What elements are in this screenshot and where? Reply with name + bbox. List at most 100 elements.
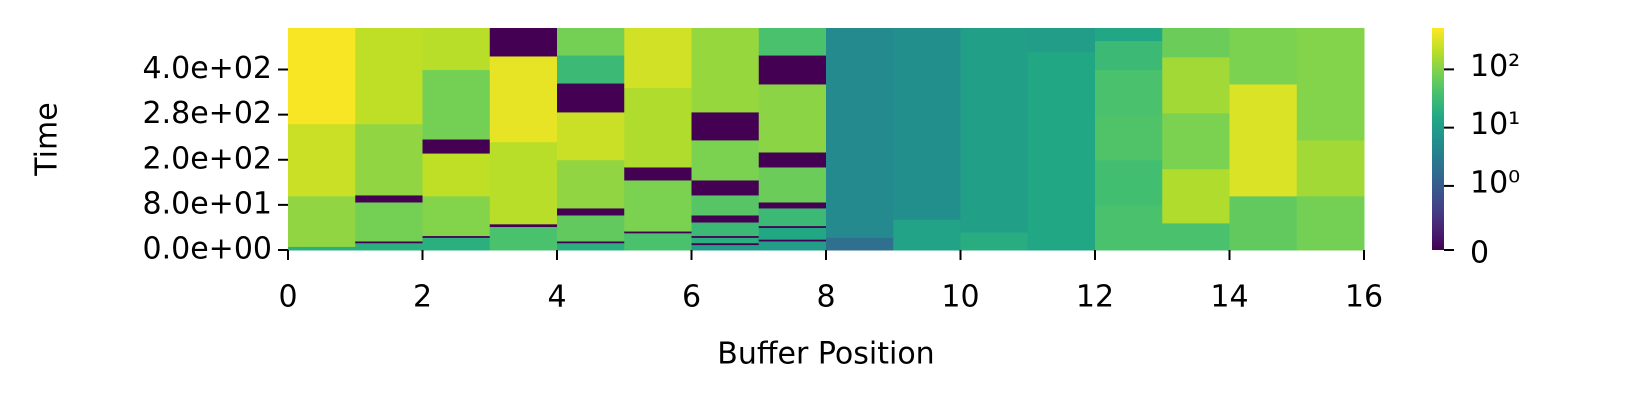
heatmap-cell (355, 28, 423, 125)
heatmap-cell (1229, 28, 1298, 85)
heatmap-cell (557, 83, 625, 113)
heatmap-cell (355, 194, 423, 203)
heatmap-cell (1095, 69, 1163, 116)
heatmap-cell (1095, 204, 1163, 251)
heatmap-cell (489, 226, 558, 251)
x-tick-label: 12 (1076, 280, 1114, 315)
heatmap-cell (758, 83, 827, 153)
heatmap-cell (1162, 168, 1230, 224)
heatmap-cell (557, 159, 625, 209)
x-tick-label: 16 (1345, 280, 1383, 315)
x-tick-label: 4 (547, 280, 566, 315)
y-axis-label: Time (30, 102, 65, 176)
heatmap-cell (624, 179, 692, 232)
x-tick-label: 2 (413, 280, 432, 315)
heatmap-cell (758, 240, 827, 251)
heatmap-cell (826, 28, 894, 238)
heatmap-cell (422, 69, 491, 140)
y-tick-label: 2.0e+02 (143, 141, 272, 176)
heatmap-cell (624, 166, 692, 181)
heatmap-cell (1027, 51, 1096, 251)
heatmap-cell (355, 123, 423, 196)
heatmap-cell (557, 111, 625, 161)
heatmap-cell (1162, 56, 1230, 114)
heatmap-cell (691, 214, 760, 223)
heatmap-cell (288, 246, 356, 251)
heatmap-cell (1296, 139, 1365, 197)
heatmap-cell (422, 195, 491, 237)
heatmap-cell (893, 219, 961, 251)
colorbar-tick-label: 10² (1470, 49, 1520, 84)
heatmap-cell (691, 139, 760, 181)
heatmap-cell (691, 242, 760, 246)
heatmap-cell (489, 55, 558, 143)
heatmap-cell (489, 223, 558, 228)
heatmap-cell (422, 153, 491, 197)
y-tick-label: 4.0e+02 (143, 51, 272, 86)
heatmap-cell (960, 28, 1029, 233)
heatmap-cell (489, 28, 558, 57)
x-tick-label: 6 (682, 280, 701, 315)
heatmap-cell (691, 111, 760, 141)
heatmap-cell (355, 242, 423, 251)
heatmap-cell (1095, 28, 1163, 42)
heatmap-cell (758, 225, 827, 228)
heatmap-cell (422, 139, 491, 154)
heatmap-cell (624, 87, 692, 168)
heatmap-cell (1095, 159, 1163, 206)
heatmap-cell (758, 207, 827, 227)
heatmap-cell (1095, 40, 1163, 71)
heatmap-cell (758, 166, 827, 203)
heatmap-cell (422, 237, 491, 251)
heatmap-cell (624, 231, 692, 234)
x-tick-label: 14 (1210, 280, 1248, 315)
heatmap-cell (691, 179, 760, 196)
heatmap-cell (1162, 28, 1230, 58)
heatmap-cell (758, 151, 827, 168)
heatmap-cell (624, 232, 692, 251)
heatmap-cell (960, 231, 1029, 251)
y-tick-label: 8.0e+01 (143, 186, 272, 221)
heatmap-cell (355, 201, 423, 242)
heatmap-cell (1162, 112, 1230, 170)
x-tick-label: 8 (816, 280, 835, 315)
heatmap-cell (691, 194, 760, 216)
heatmap-cell (691, 244, 760, 251)
heatmap-cell (288, 195, 356, 247)
colorbar-tick-label: 10⁰ (1470, 165, 1520, 200)
y-tick-label: 0.0e+00 (143, 232, 272, 267)
heatmap-cell (1296, 195, 1365, 251)
heatmap-cell (758, 227, 827, 240)
heatmap-cell (691, 222, 760, 237)
heatmap-cell (1229, 195, 1298, 251)
colorbar-tick-label: 0 (1470, 236, 1489, 271)
heatmap-cell (758, 201, 827, 209)
heatmap-cell (758, 55, 827, 85)
x-axis-label: Buffer Position (717, 337, 934, 372)
heatmap-cell (1162, 222, 1230, 251)
heatmap-cell (758, 28, 827, 56)
heatmap-cell (758, 239, 827, 242)
heatmap-cell (422, 28, 491, 71)
heatmap-cell (422, 235, 491, 238)
heatmap-cell (1296, 28, 1365, 141)
heatmap-cell (288, 123, 356, 197)
colorbar-tick-label: 10¹ (1470, 107, 1520, 142)
heatmap-cell (557, 214, 625, 242)
heatmap-cell (557, 28, 625, 56)
heatmap-cell (557, 207, 625, 216)
heatmap-cell (557, 55, 625, 84)
heatmap-cell (557, 242, 625, 251)
heatmap-cell (1229, 83, 1298, 197)
heatmap-cell (557, 240, 625, 244)
heatmap-cell (1027, 28, 1096, 52)
heatmap-cell (355, 240, 423, 244)
heatmap-cell (691, 237, 760, 244)
heatmap-cell (826, 237, 894, 251)
heatmap-cell (691, 235, 760, 238)
heatmap-cell (691, 28, 760, 113)
x-tick-label: 0 (278, 280, 297, 315)
heatmap-cell (624, 28, 692, 89)
y-tick-label: 2.8e+02 (143, 96, 272, 131)
x-tick-label: 10 (941, 280, 979, 315)
